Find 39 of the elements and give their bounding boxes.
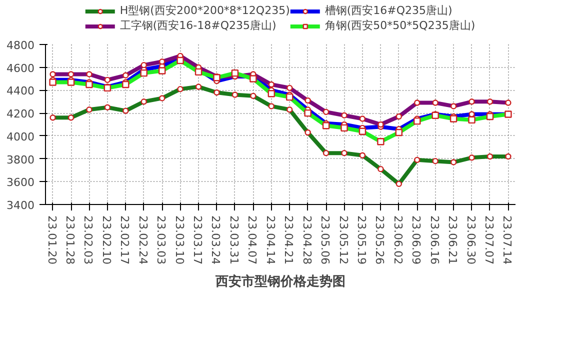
x-tick-label: 23.03.17 — [191, 216, 204, 264]
x-tick-label: 23.04.28 — [300, 216, 314, 264]
y-tick-label: 4600 — [6, 62, 35, 75]
x-tick-label: 23.02.03 — [82, 216, 95, 264]
x-tick-label: 23.03.10 — [172, 216, 186, 264]
x-tick-label: 23.02.10 — [100, 216, 113, 264]
x-tick-label: 23.06.16 — [428, 216, 441, 264]
x-tick-label: 23.02.24 — [136, 216, 150, 264]
legend-label: H型钢(西安200*200*8*12Q235) — [120, 3, 290, 18]
x-tick-label: 23.03.31 — [227, 216, 240, 264]
x-tick-label: 23.05.06 — [318, 216, 332, 264]
x-tick-label: 23.05.12 — [336, 216, 350, 264]
x-tick-label: 23.01.20 — [45, 216, 58, 264]
y-tick-label: 4000 — [6, 130, 35, 144]
x-tick-label: 23.06.02 — [391, 216, 404, 264]
x-tick-label: 23.03.03 — [154, 216, 168, 264]
legend-label: 槽钢(西安16#Q235唐山) — [324, 3, 452, 18]
legend-label: 角钢(西安50*50*5Q235唐山) — [324, 18, 476, 33]
legend-label: 工字钢(西安16-18#Q235唐山) — [120, 18, 276, 33]
x-tick-label: 23.07.14 — [500, 216, 514, 264]
x-tick-label: 23.06.30 — [464, 216, 478, 264]
x-tick-label: 23.03.24 — [209, 216, 222, 264]
x-tick-label: 23.05.26 — [373, 216, 386, 264]
x-tick-label: 23.02.17 — [118, 216, 132, 264]
y-tick-label: 4200 — [6, 108, 35, 121]
y-tick-label: 4400 — [6, 84, 35, 98]
x-tick-label: 23.04.21 — [282, 216, 296, 264]
x-tick-label: 23.01.28 — [64, 216, 77, 264]
x-tick-label: 23.04.07 — [246, 216, 259, 264]
x-tick-label: 23.05.19 — [354, 216, 368, 264]
y-tick-label: 3800 — [6, 153, 35, 166]
text: 西安市型钢价格走势图 — [214, 274, 346, 290]
y-tick-label: 3400 — [6, 199, 35, 212]
x-tick-label: 23.07.07 — [482, 216, 496, 264]
x-tick-label: 23.06.09 — [410, 216, 423, 264]
x-tick-label: 23.04.14 — [264, 216, 277, 264]
y-tick-label: 3600 — [6, 176, 35, 190]
y-tick-label: 4800 — [6, 39, 35, 52]
x-tick-label: 23.06.21 — [446, 216, 460, 264]
